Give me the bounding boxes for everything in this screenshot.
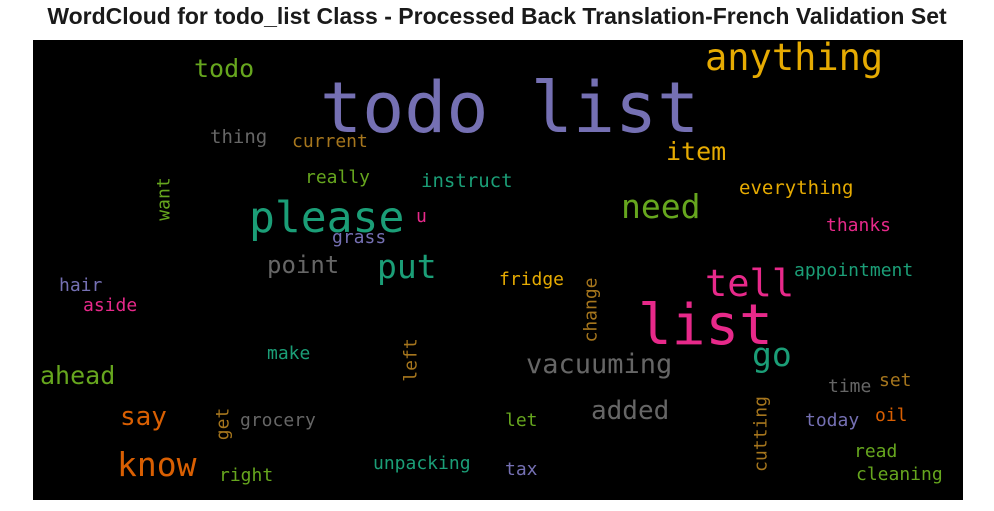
word-current: current (292, 131, 368, 152)
word-need: need (621, 187, 700, 226)
word-set: set (879, 370, 912, 391)
word-today: today (805, 410, 859, 431)
wordcloud-canvas: todo list list anything please know need tell p… (33, 40, 963, 500)
word-item: item (666, 137, 726, 166)
word-hair: hair (59, 275, 103, 296)
word-list: list (638, 293, 773, 358)
word-todo-list: todo list (320, 67, 699, 149)
word-let: let (505, 410, 538, 431)
word-tell: tell (705, 262, 794, 305)
word-unpacking: unpacking (373, 453, 471, 474)
word-vacuuming: vacuuming (526, 349, 672, 380)
word-get: get (213, 408, 234, 441)
chart-title: WordCloud for todo_list Class - Processe… (47, 3, 947, 29)
word-say: say (120, 402, 167, 432)
word-tax: tax (505, 459, 538, 480)
word-ahead: ahead (40, 361, 115, 390)
word-added: added (591, 396, 669, 426)
word-u: u (416, 206, 427, 227)
word-grass: grass (332, 227, 386, 248)
word-go: go (752, 335, 792, 374)
word-left: left (401, 338, 422, 381)
word-grocery: grocery (240, 410, 316, 431)
word-please: please (249, 193, 404, 243)
word-todo: todo (194, 54, 254, 83)
word-want: want (154, 177, 175, 220)
word-right: right (219, 465, 273, 486)
word-time: time (828, 376, 871, 397)
word-fridge: fridge (499, 269, 564, 290)
word-change: change (581, 277, 602, 342)
word-appointment: appointment (794, 260, 913, 281)
word-thanks: thanks (826, 215, 891, 236)
word-put: put (377, 247, 437, 286)
word-anything: anything (705, 40, 883, 79)
word-make: make (267, 343, 310, 364)
word-cleaning: cleaning (856, 464, 943, 485)
word-cutting: cutting (751, 396, 772, 472)
word-point: point (267, 251, 339, 279)
word-really: really (305, 167, 370, 188)
word-aside: aside (83, 295, 137, 316)
word-read: read (854, 441, 897, 462)
word-instruct: instruct (421, 170, 513, 192)
word-everything: everything (739, 177, 853, 199)
word-know: know (117, 445, 197, 484)
word-oil: oil (875, 405, 908, 426)
word-thing: thing (210, 126, 267, 148)
